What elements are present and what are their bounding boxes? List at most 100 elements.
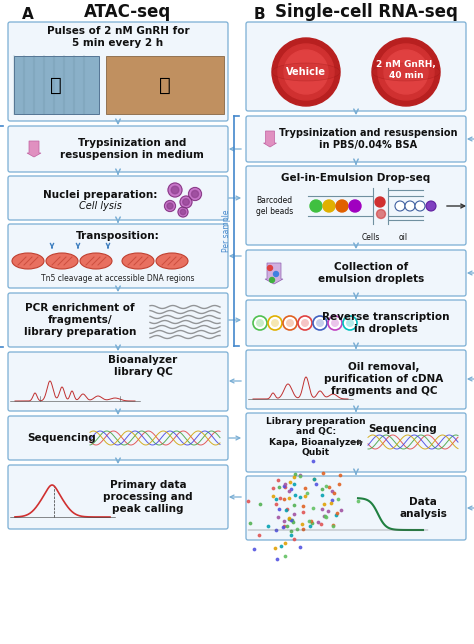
Circle shape <box>313 316 327 330</box>
Point <box>269 490 277 500</box>
Text: Nuclei preparation:: Nuclei preparation: <box>43 190 157 200</box>
Text: Trypsinization and
resuspension in medium: Trypsinization and resuspension in mediu… <box>60 138 204 160</box>
Circle shape <box>372 38 440 106</box>
FancyBboxPatch shape <box>8 465 228 529</box>
FancyBboxPatch shape <box>246 166 466 245</box>
Point <box>307 520 314 531</box>
Point <box>291 479 298 489</box>
Circle shape <box>167 203 173 209</box>
Circle shape <box>178 207 188 217</box>
Text: Barcoded
gel beads: Barcoded gel beads <box>256 196 293 216</box>
Point <box>296 492 304 502</box>
FancyBboxPatch shape <box>246 300 466 346</box>
Text: 2 nM GnRH,
40 min: 2 nM GnRH, 40 min <box>376 61 436 80</box>
Point <box>310 474 318 484</box>
Point <box>310 474 318 484</box>
Point <box>300 500 307 511</box>
Circle shape <box>375 197 385 207</box>
FancyBboxPatch shape <box>14 56 99 114</box>
Text: Transposition:: Transposition: <box>76 231 160 241</box>
Point <box>291 469 299 479</box>
Point <box>320 511 328 521</box>
Point <box>273 524 280 535</box>
Point <box>285 486 292 497</box>
Circle shape <box>298 316 312 330</box>
Point <box>335 495 342 505</box>
Text: Library preparation
and QC:
Kapa, Bioanalyzer,
Qubit: Library preparation and QC: Kapa, Bioana… <box>266 417 366 457</box>
Text: Cells: Cells <box>362 232 380 242</box>
Point <box>274 475 282 486</box>
Circle shape <box>270 278 274 283</box>
Point <box>257 498 264 509</box>
Circle shape <box>286 319 294 327</box>
Circle shape <box>426 201 436 211</box>
Point <box>275 504 283 515</box>
Circle shape <box>273 272 279 276</box>
Text: Pulses of 2 nM GnRH for
5 min every 2 h: Pulses of 2 nM GnRH for 5 min every 2 h <box>46 26 189 48</box>
Circle shape <box>284 50 328 94</box>
Point <box>321 511 328 521</box>
Point <box>319 489 326 500</box>
Circle shape <box>164 200 175 211</box>
Text: 🔬: 🔬 <box>50 75 62 95</box>
Point <box>272 499 280 509</box>
Point <box>296 542 304 552</box>
Point <box>335 479 343 489</box>
Text: Data
analysis: Data analysis <box>399 497 447 519</box>
Text: Sequencing: Sequencing <box>27 433 96 443</box>
FancyBboxPatch shape <box>246 476 466 540</box>
Circle shape <box>283 316 297 330</box>
Point <box>330 488 337 498</box>
Circle shape <box>415 201 425 211</box>
Circle shape <box>180 209 186 214</box>
Circle shape <box>376 209 385 218</box>
Circle shape <box>168 183 182 197</box>
Circle shape <box>346 319 354 327</box>
Point <box>296 471 303 482</box>
Text: B: B <box>254 6 265 21</box>
FancyArrow shape <box>265 263 283 284</box>
Point <box>281 482 288 492</box>
FancyBboxPatch shape <box>106 56 224 114</box>
Circle shape <box>336 200 348 212</box>
Text: Single-cell RNA-seq: Single-cell RNA-seq <box>274 3 457 21</box>
Text: Tn5 cleavage at accessible DNA regions: Tn5 cleavage at accessible DNA regions <box>41 274 195 283</box>
Text: Vehicle: Vehicle <box>286 67 326 77</box>
Point <box>251 544 258 554</box>
Circle shape <box>272 38 340 106</box>
Circle shape <box>182 199 189 205</box>
Ellipse shape <box>156 253 188 269</box>
Point <box>282 538 289 549</box>
Text: Primary data
processing and
peak calling: Primary data processing and peak calling <box>103 480 193 514</box>
Point <box>333 507 340 518</box>
Point <box>245 496 252 506</box>
Circle shape <box>278 44 334 100</box>
Circle shape <box>256 319 264 327</box>
Point <box>281 551 288 561</box>
Point <box>255 529 263 540</box>
Point <box>319 499 327 509</box>
Point <box>300 524 307 535</box>
Point <box>280 494 287 504</box>
Point <box>312 479 320 489</box>
Point <box>271 543 278 553</box>
Circle shape <box>171 186 179 194</box>
FancyBboxPatch shape <box>8 416 228 460</box>
Text: ATAC-seq: ATAC-seq <box>84 3 172 21</box>
FancyBboxPatch shape <box>8 176 228 220</box>
Point <box>300 507 307 517</box>
Circle shape <box>378 44 434 100</box>
Ellipse shape <box>272 63 340 81</box>
FancyBboxPatch shape <box>8 352 228 411</box>
Point <box>275 482 283 492</box>
FancyBboxPatch shape <box>8 22 228 121</box>
Text: Sequencing: Sequencing <box>369 424 438 434</box>
Text: Per sample: Per sample <box>222 210 231 252</box>
Point <box>283 504 291 514</box>
Circle shape <box>191 191 199 198</box>
Circle shape <box>268 316 282 330</box>
Point <box>290 517 297 527</box>
FancyBboxPatch shape <box>8 224 228 288</box>
FancyBboxPatch shape <box>246 250 466 296</box>
Circle shape <box>180 196 192 208</box>
